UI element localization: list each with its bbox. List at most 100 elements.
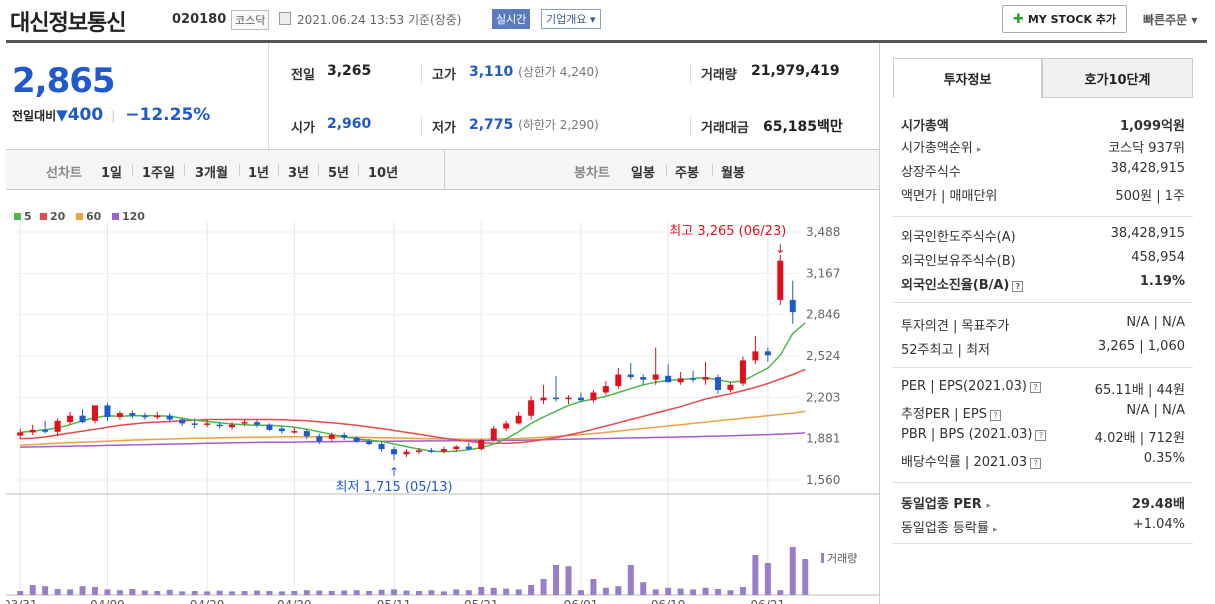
- x-tick-label: 04/20: [190, 598, 225, 604]
- est-per-text: 추정PER | EPS: [901, 407, 987, 422]
- period-1w[interactable]: 1주일: [142, 166, 175, 181]
- candle-body: [789, 299, 796, 313]
- prev-close-value: 3,265: [327, 63, 372, 79]
- market-cap-rank-text: 시가총액순위: [901, 141, 973, 156]
- candle-daily[interactable]: 일봉: [631, 166, 655, 181]
- period-1y[interactable]: 1년: [248, 166, 270, 181]
- foreign-limit-label: 외국인한도주식수(A): [901, 230, 1016, 245]
- x-tick-label: 03/31: [6, 598, 38, 604]
- tab-order-book[interactable]: 호가10단계: [1042, 58, 1193, 98]
- volume-bar: [453, 589, 460, 595]
- separator: |: [111, 109, 116, 123]
- info-row[interactable]: 동일업종 PER ▸ 29.48배: [893, 493, 1193, 515]
- dividend-value: 0.35%: [1143, 451, 1185, 466]
- info-row[interactable]: 시가총액순위 ▸ 코스닥 937위: [893, 137, 1193, 159]
- volume-bar: [29, 585, 36, 595]
- help-icon[interactable]: ?: [989, 410, 1001, 421]
- x-tick-label: 04/09: [90, 598, 125, 604]
- candle-body: [428, 450, 435, 452]
- candle-body: [515, 415, 522, 424]
- sector-change-text: 동일업종 등락률: [901, 521, 989, 536]
- candle-body: [54, 420, 61, 432]
- period-1d[interactable]: 1일: [101, 166, 123, 181]
- corp-info-dropdown[interactable]: 기업개요 ▾: [541, 9, 601, 29]
- separator: [358, 164, 359, 176]
- x-tick-label: 05/21: [464, 598, 499, 604]
- candle-monthly[interactable]: 월봉: [721, 166, 745, 181]
- volume-bar: [715, 589, 722, 595]
- calendar-icon: [279, 12, 291, 25]
- amount-number: 65,185: [763, 119, 818, 135]
- info-row: 시가총액 1,099억원: [893, 115, 1193, 137]
- volume-bar: [764, 563, 771, 595]
- candle-body: [291, 431, 298, 433]
- moving-average-ma60: [20, 410, 806, 447]
- info-row: 52주최고 | 최저 3,265 | 1,060: [893, 339, 1193, 361]
- info-row: 외국인한도주식수(A) 38,428,915: [893, 226, 1193, 248]
- volume-label: 거래량: [690, 64, 737, 83]
- vertical-divider: [879, 43, 880, 604]
- candle-weekly[interactable]: 주봉: [675, 166, 699, 181]
- volume-bar: [316, 590, 323, 595]
- volume-bar: [515, 589, 522, 595]
- 52w-label: 52주최고 | 최저: [901, 343, 990, 358]
- mystock-label: MY STOCK 추가: [1027, 13, 1117, 26]
- candle-body: [204, 423, 211, 425]
- volume-bar: [577, 590, 584, 595]
- mystock-add-button[interactable]: ✚ MY STOCK 추가: [1002, 5, 1127, 33]
- help-icon[interactable]: ?: [1030, 458, 1042, 469]
- chevron-right-icon: ▸: [993, 525, 998, 535]
- volume-bar: [67, 589, 74, 595]
- 52w-value: 3,265 | 1,060: [1097, 339, 1185, 354]
- volume-bar: [79, 586, 86, 595]
- candle-body: [17, 432, 24, 436]
- volume-bar: [328, 591, 335, 595]
- divider: [893, 302, 1193, 303]
- quick-order-button[interactable]: 빠른주문 ▾: [1143, 11, 1197, 28]
- period-3m[interactable]: 3개월: [195, 166, 228, 181]
- candle-body: [590, 392, 597, 401]
- candle-body: [67, 415, 74, 423]
- y-tick-label: 2,846: [806, 308, 840, 322]
- candle-body: [42, 429, 49, 432]
- volume-bar: [540, 579, 547, 595]
- volume-bar: [528, 585, 535, 595]
- dividend-label: 배당수익률 | 2021.03?: [901, 451, 1042, 470]
- info-row[interactable]: 동일업종 등락률 ▸ +1.04%: [893, 517, 1193, 539]
- help-icon[interactable]: ?: [1012, 281, 1024, 292]
- info-row: PBR | BPS (2021.03)? 4.02배 | 712원: [893, 427, 1193, 449]
- volume-bar: [191, 591, 198, 595]
- period-10y[interactable]: 10년: [368, 166, 399, 181]
- volume-bar: [403, 590, 410, 595]
- volume-legend-swatch: [821, 553, 824, 563]
- divider: [893, 482, 1193, 483]
- header: 대신정보통신 020180 코스닥 2021.06.24 13:53 기준(장중…: [0, 0, 1215, 40]
- volume-bar: [478, 587, 485, 595]
- volume-bar: [503, 588, 510, 595]
- down-triangle-icon: ▼: [56, 106, 68, 124]
- period-3y[interactable]: 3년: [288, 166, 310, 181]
- period-5y[interactable]: 5년: [328, 166, 350, 181]
- candle-body: [116, 413, 123, 417]
- volume-bar: [789, 547, 796, 595]
- candle-body: [702, 377, 709, 380]
- realtime-button[interactable]: 실시간: [492, 9, 531, 29]
- candle-body: [490, 428, 497, 441]
- candle-body: [652, 374, 659, 380]
- tab-investment-info[interactable]: 투자정보: [893, 58, 1042, 98]
- price-stats: 전일 3,265 고가 3,110 (상한가 4,240) 거래량 21,979…: [268, 43, 879, 149]
- per-text: PER | EPS(2021.03): [901, 379, 1027, 394]
- par-value-label: 액면가 | 매매단위: [901, 189, 998, 204]
- help-icon[interactable]: ?: [1035, 430, 1047, 441]
- volume-bar: [739, 587, 746, 595]
- volume-bar: [565, 566, 572, 595]
- y-tick-label: 3,488: [806, 225, 840, 239]
- candle-body: [602, 386, 609, 393]
- volume-bar: [42, 586, 49, 595]
- sector-per-value: 29.48배: [1131, 497, 1185, 512]
- help-icon[interactable]: ?: [1029, 382, 1041, 393]
- volume-bar: [490, 587, 497, 595]
- volume-bar: [91, 587, 98, 595]
- volume-value: 21,979,419: [751, 63, 840, 79]
- upper-limit: (상한가 4,240): [518, 65, 599, 79]
